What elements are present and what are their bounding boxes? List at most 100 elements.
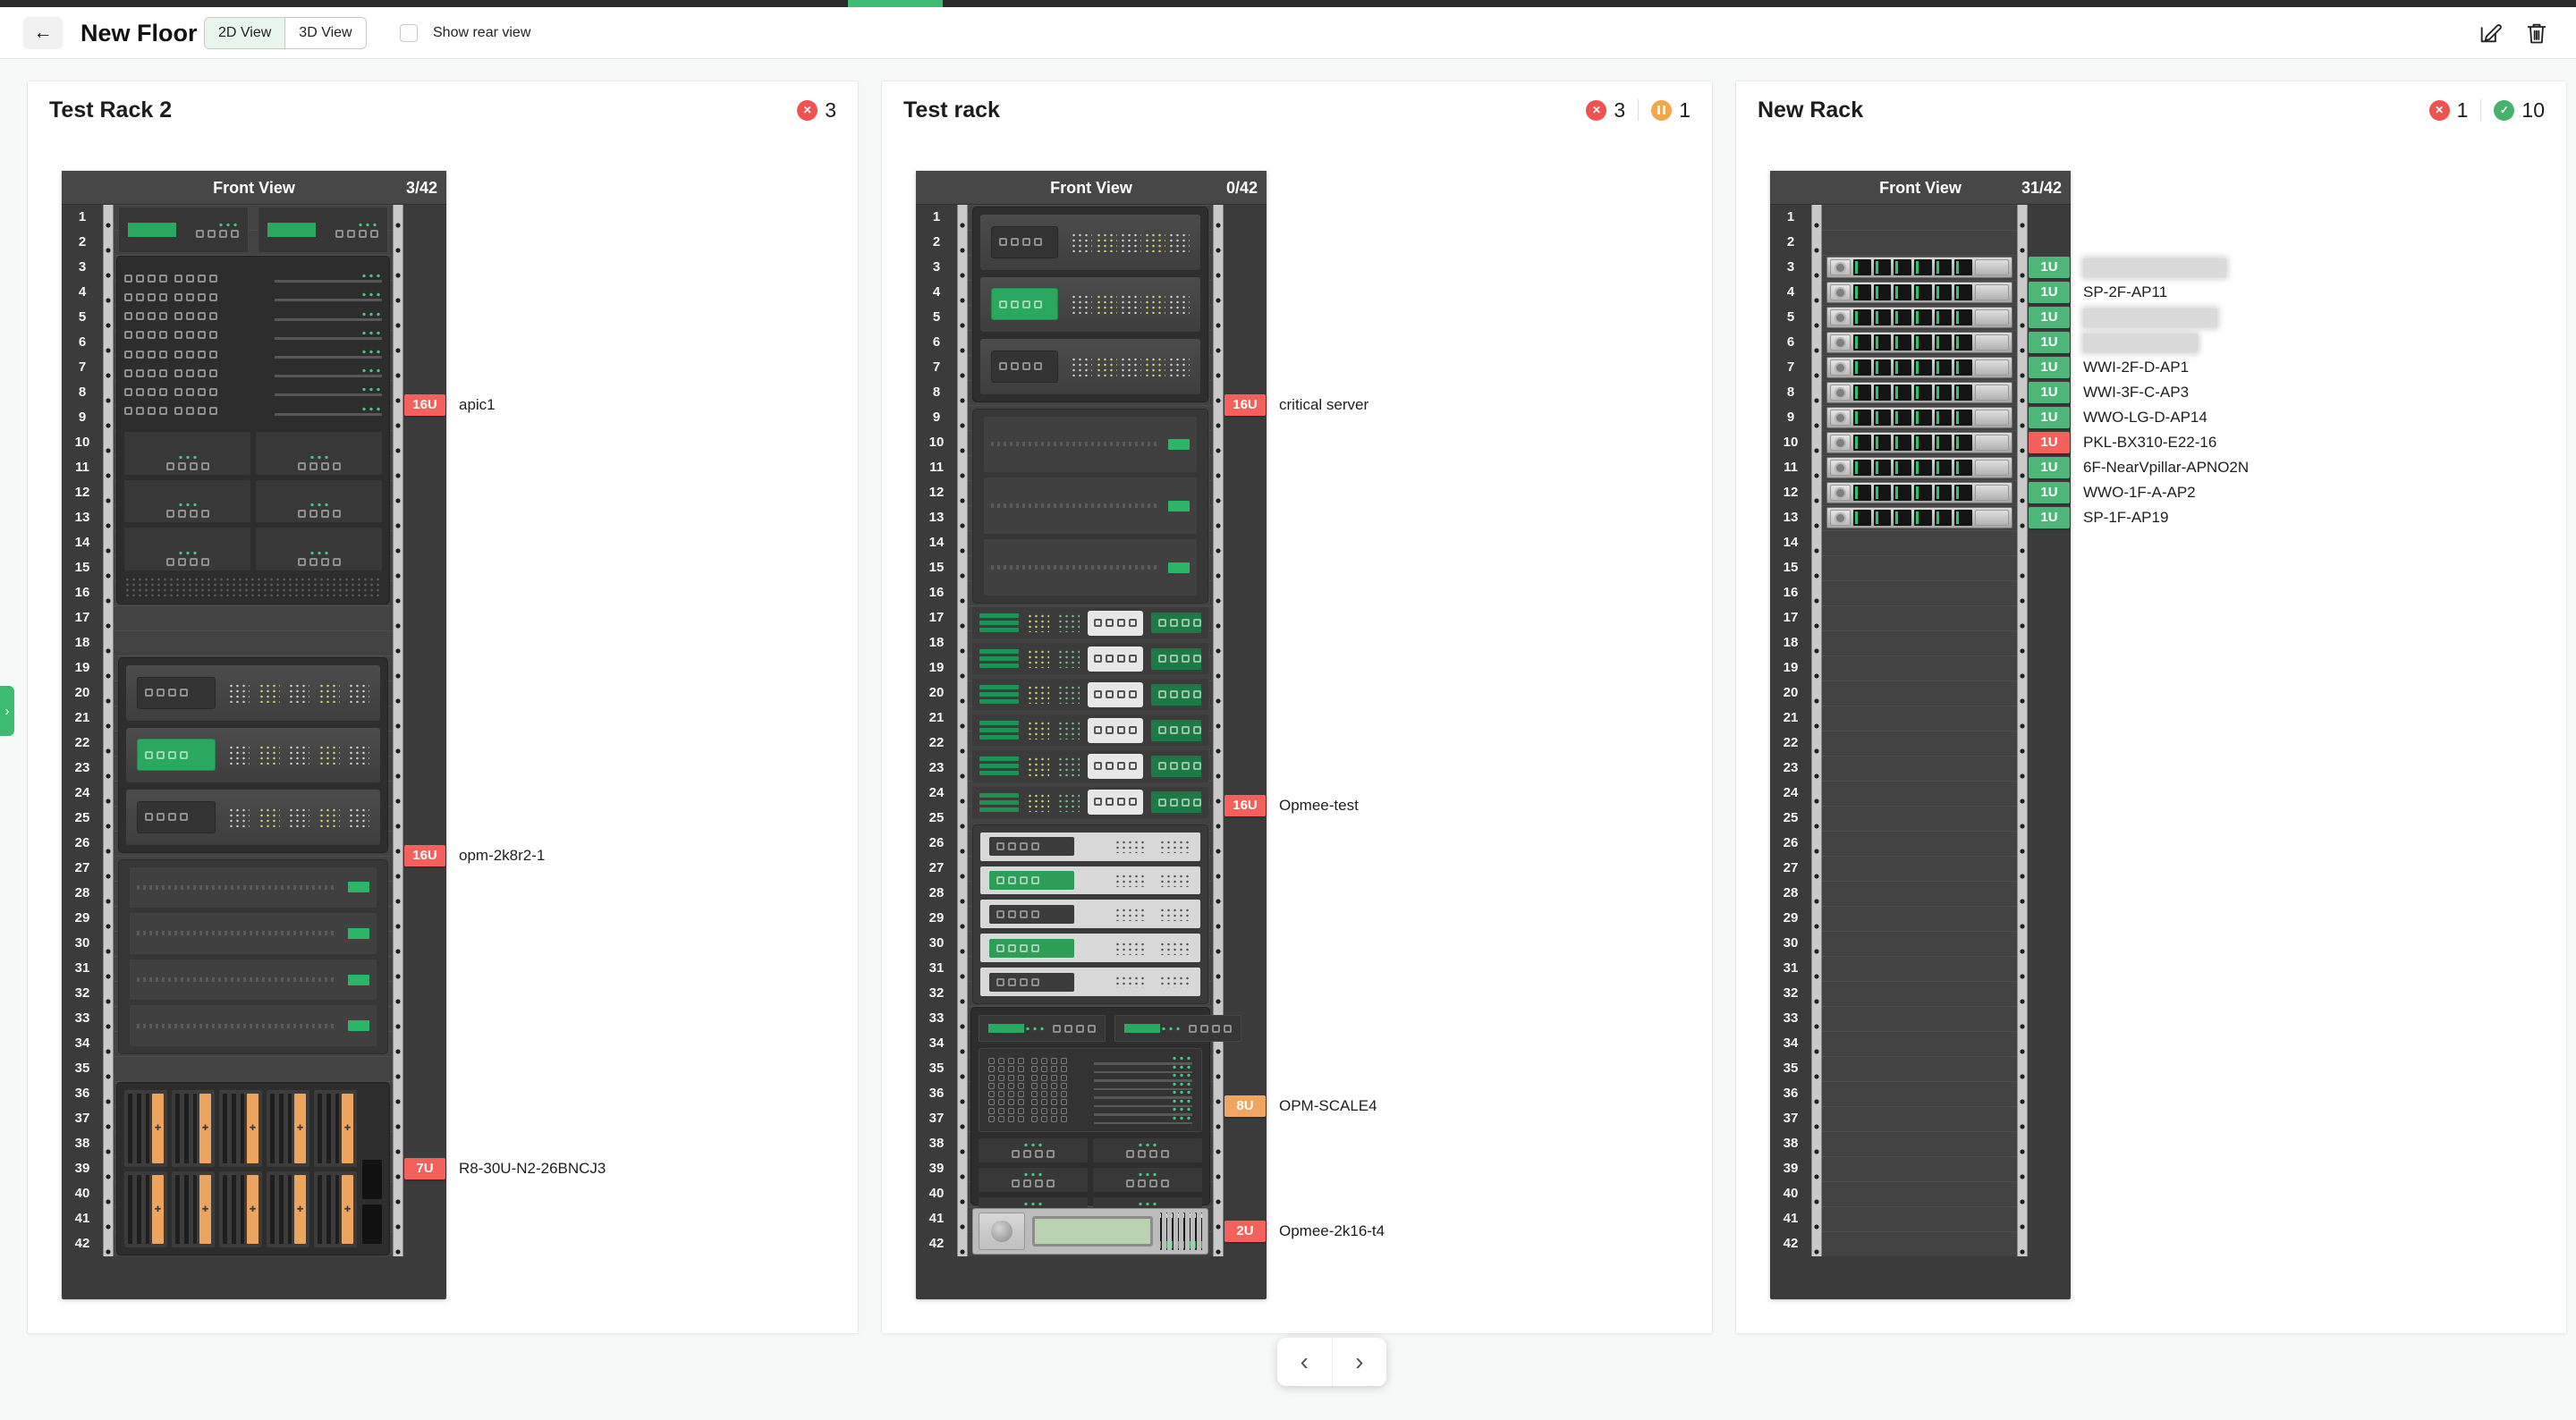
device-label[interactable]: WWO-LG-D-AP14 <box>2083 409 2207 426</box>
unit-number: 28 <box>928 885 945 900</box>
unit-number: 39 <box>1783 1161 1799 1176</box>
unit-number: 34 <box>928 1035 945 1051</box>
device-label[interactable]: R8-30U-N2-26BNCJ3 <box>459 1160 606 1177</box>
device-label[interactable]: apic1 <box>459 396 496 413</box>
unit-number: 14 <box>928 535 945 550</box>
rack-device[interactable] <box>116 206 390 254</box>
device-label[interactable]: SP-1F-AP19 <box>2083 509 2169 526</box>
drive-bay <box>1894 485 1912 501</box>
unit-number: 12 <box>74 485 90 500</box>
device-size-badge[interactable]: 16U <box>404 394 445 416</box>
rack-card-header: Test Rack 2 ✕ 3 <box>28 81 858 139</box>
show-rear-view-checkbox[interactable] <box>400 24 418 42</box>
sidebar-expand-handle[interactable]: › <box>0 686 14 736</box>
rack-device-R8-30U-N2-26BNCJ3[interactable]: ✚ ✚ ✚ ✚ ✚ ✚ ✚ ✚ ✚ ✚ <box>116 1082 390 1255</box>
rack-device-critical server[interactable] <box>970 206 1210 604</box>
port-icon <box>186 292 194 301</box>
device-size-badge[interactable]: 1U <box>2029 282 2070 303</box>
rack-device-WWI-3F-C-AP3[interactable] <box>1825 381 2014 404</box>
port-icon <box>1031 1066 1038 1073</box>
drive-bay <box>1934 259 1953 275</box>
rack-device-WWO-LG-D-AP14[interactable] <box>1825 406 2014 429</box>
rack-device-SP-1F-AP19[interactable] <box>1825 506 2014 529</box>
rack-device[interactable] <box>1825 331 2014 354</box>
green-panel <box>1151 719 1201 741</box>
rack-device-6F-NearVpillar-APNO2N[interactable] <box>1825 456 2014 479</box>
port-icon <box>1008 1074 1014 1081</box>
unit-number: 8 <box>78 385 87 400</box>
port-icon <box>186 312 194 321</box>
device-label-redacted[interactable] <box>2083 309 2217 327</box>
rack-device-opm-2k8r2-1[interactable] <box>116 656 390 1055</box>
unit-number: 13 <box>1783 510 1799 525</box>
device-size-badge[interactable]: 1U <box>2029 357 2070 378</box>
rack-device-Opmee-2k16-t4[interactable] <box>970 1207 1210 1255</box>
device-size-badge[interactable]: 1U <box>2029 382 2070 403</box>
device-size-badge[interactable]: 1U <box>2029 407 2070 428</box>
rack-device-SP-2F-AP11[interactable] <box>1825 281 2014 304</box>
port-icon <box>1018 1115 1024 1122</box>
device-label[interactable]: Opmee-2k16-t4 <box>1279 1222 1385 1239</box>
device-size-badge[interactable]: 16U <box>1224 795 1266 816</box>
unit-number: 24 <box>1783 785 1799 800</box>
tab-2d-view[interactable]: 2D View <box>205 18 285 48</box>
device-label[interactable]: critical server <box>1279 396 1369 413</box>
rack-device-Opmee-test[interactable] <box>970 606 1210 1005</box>
device-label[interactable]: opm-2k8r2-1 <box>459 847 546 864</box>
unit-number: 4 <box>78 284 87 300</box>
tab-3d-view[interactable]: 3D View <box>284 18 365 48</box>
device-size-badge[interactable]: 16U <box>404 845 445 866</box>
next-page-button[interactable]: › <box>1331 1338 1387 1386</box>
device-size-badge[interactable]: 1U <box>2029 307 2070 328</box>
device-label[interactable]: WWO-1F-A-AP2 <box>2083 484 2196 501</box>
device-size-badge[interactable]: 8U <box>1224 1095 1266 1117</box>
device-size-badge[interactable]: 1U <box>2029 457 2070 478</box>
led-lights-icon <box>217 222 239 227</box>
device-label[interactable]: WWI-2F-D-AP1 <box>2083 359 2190 376</box>
unit-number: 39 <box>928 1161 945 1176</box>
device-size-badge[interactable]: 7U <box>404 1158 445 1179</box>
unit-number: 27 <box>928 860 945 875</box>
rack-device[interactable] <box>1825 306 2014 329</box>
rack-device-WWI-2F-D-AP1[interactable] <box>1825 356 2014 379</box>
rack-device[interactable] <box>1825 256 2014 279</box>
rack-device-PKL-BX310-E22-16[interactable] <box>1825 431 2014 454</box>
unit-number: 41 <box>74 1211 90 1226</box>
rack-visualization: Front View 3/42 1 2 3 4 5 6 7 8 9 10 11 12 13 14 15 16 17 1… <box>62 171 858 1333</box>
device-size-badge[interactable]: 16U <box>1224 394 1266 416</box>
badge-strip <box>403 205 446 1256</box>
device-label[interactable]: OPM-SCALE4 <box>1279 1097 1377 1114</box>
port-icon <box>370 229 378 238</box>
port-icon <box>1061 1099 1067 1106</box>
rack-device-apic1[interactable] <box>116 256 390 604</box>
device-size-badge[interactable]: 1U <box>2029 332 2070 353</box>
delete-button[interactable] <box>2524 21 2549 46</box>
device-label-redacted[interactable] <box>2083 334 2198 352</box>
port-icon <box>200 510 209 519</box>
device-size-badge[interactable]: 1U <box>2029 482 2070 503</box>
device-size-badge[interactable]: 2U <box>1224 1221 1266 1242</box>
device-label[interactable]: SP-2F-AP11 <box>2083 283 2168 300</box>
unit-number: 18 <box>74 635 90 650</box>
rack-device-WWO-1F-A-AP2[interactable] <box>1825 481 2014 504</box>
device-label[interactable]: PKL-BX310-E22-16 <box>2083 434 2217 451</box>
device-size-badge[interactable]: 1U <box>2029 507 2070 528</box>
drive-bay <box>1853 284 1871 300</box>
drive-bay <box>1914 485 1932 501</box>
back-button[interactable]: ← <box>23 17 63 49</box>
edit-button[interactable] <box>2478 21 2503 46</box>
port-icon <box>998 1058 1004 1065</box>
device-size-badge[interactable]: 1U <box>2029 432 2070 453</box>
rack-device-OPM-SCALE4[interactable] <box>970 1007 1241 1247</box>
port-icon <box>1020 943 1028 952</box>
device-size-badge[interactable]: 1U <box>2029 257 2070 278</box>
device-label-redacted[interactable] <box>2083 258 2226 277</box>
port-icon <box>208 229 216 238</box>
rack-rail-right <box>1213 205 1224 1256</box>
port-icon <box>996 943 1004 952</box>
prev-page-button[interactable]: ‹ <box>1300 1348 1309 1375</box>
port-icon <box>177 510 186 519</box>
device-label[interactable]: 6F-NearVpillar-APNO2N <box>2083 459 2250 476</box>
device-label[interactable]: WWI-3F-C-AP3 <box>2083 384 2190 401</box>
device-label[interactable]: Opmee-test <box>1279 797 1359 814</box>
